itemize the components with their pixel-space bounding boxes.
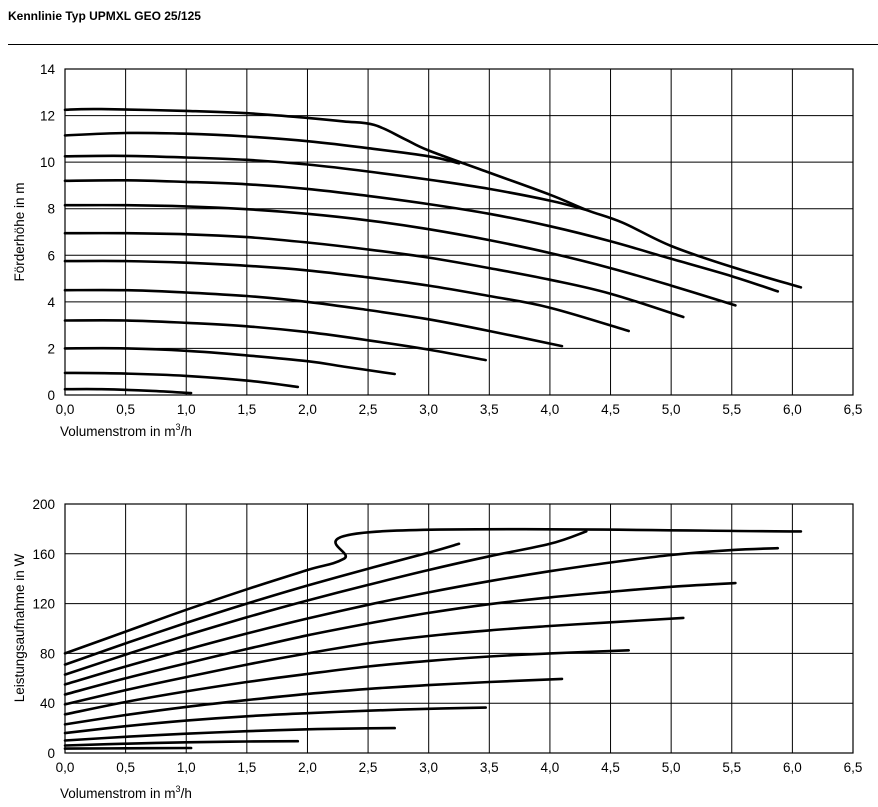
power-y-axis-label: Leistungsaufnahme in W xyxy=(12,553,27,702)
head-curve-10 xyxy=(63,154,588,212)
power-plot-frame xyxy=(64,503,854,754)
power-x-tick-label: 2,0 xyxy=(298,760,317,775)
head-x-tick-label: 3,5 xyxy=(480,402,499,417)
head-y-tick-label: 4 xyxy=(47,295,55,310)
head-x-tick-label: 6,5 xyxy=(844,402,863,417)
head-curve-2 xyxy=(63,371,300,389)
power-y-tick-label: 40 xyxy=(40,696,55,711)
head-curve-11 xyxy=(63,131,461,165)
head-curve-7 xyxy=(63,231,685,319)
page-title: Kennlinie Typ UPMXL GEO 25/125 xyxy=(8,9,201,23)
title-divider xyxy=(8,44,878,45)
power-curve-3 xyxy=(63,726,396,742)
head-curve-8 xyxy=(63,203,737,307)
power-curve-10 xyxy=(63,530,588,676)
head-curve-1 xyxy=(63,387,193,395)
head-y-tick-label: 8 xyxy=(47,202,55,217)
head-curve-9 xyxy=(63,178,780,293)
head-y-tick-label: 6 xyxy=(47,248,55,263)
power-x-axis-label: Volumenstrom in m3/h xyxy=(60,784,192,801)
head-y-axis-label: Förderhöhe in m xyxy=(12,182,27,281)
power-curve-11 xyxy=(63,542,461,666)
power-curve-8 xyxy=(63,581,737,696)
power-curve-5 xyxy=(63,677,564,726)
head-x-tick-label: 3,0 xyxy=(419,402,438,417)
head-curve-3 xyxy=(63,346,396,376)
power-x-tick-label: 6,5 xyxy=(844,760,863,775)
power-y-tick-label: 80 xyxy=(40,646,55,661)
power-x-tick-label: 5,5 xyxy=(722,760,741,775)
power-x-tick-label: 4,0 xyxy=(541,760,560,775)
head-curve-4 xyxy=(63,319,487,362)
head-curve-5 xyxy=(63,288,564,348)
head-x-axis-label: Volumenstrom in m3/h xyxy=(60,422,192,439)
power-x-tick-label: 0,0 xyxy=(56,760,75,775)
power-x-tick-label: 5,0 xyxy=(662,760,681,775)
power-y-tick-label: 200 xyxy=(32,497,55,512)
head-x-tick-label: 4,0 xyxy=(541,402,560,417)
head-chart: 0,0 0,5 1,0 1,5 2,0 2,5 3,0 3,5 4,0 4,5 5,0 5,5 6,0 6… xyxy=(12,62,862,439)
head-x-tick-label: 5,5 xyxy=(722,402,741,417)
power-curve-9 xyxy=(63,546,780,686)
head-x-tick-label: 1,0 xyxy=(177,402,196,417)
head-x-tick-label: 2,0 xyxy=(298,402,317,417)
power-curve-2 xyxy=(63,739,300,747)
head-curve-12 xyxy=(63,107,803,289)
head-x-tick-label: 1,5 xyxy=(237,402,256,417)
power-x-tick-label: 0,5 xyxy=(116,760,135,775)
power-x-tick-label: 1,5 xyxy=(237,760,256,775)
power-x-tick-label: 3,5 xyxy=(480,760,499,775)
head-curve-6 xyxy=(63,259,630,333)
power-curve-4 xyxy=(63,706,487,735)
power-curve-7 xyxy=(63,616,685,706)
head-x-tick-label: 6,0 xyxy=(783,402,802,417)
power-y-tick-label: 160 xyxy=(32,547,55,562)
head-x-tick-label: 4,5 xyxy=(601,402,620,417)
power-curve-1 xyxy=(63,746,193,750)
power-x-tick-label: 4,5 xyxy=(601,760,620,775)
head-y-tick-label: 0 xyxy=(47,388,55,403)
power-x-tick-label: 2,5 xyxy=(359,760,378,775)
head-y-tick-label: 2 xyxy=(47,341,55,356)
power-chart: 0,0 0,5 1,0 1,5 2,0 2,5 3,0 3,5 4,0 4,5 5,0 5,5 6,0 6… xyxy=(12,497,862,801)
head-x-tick-label: 0,0 xyxy=(56,402,75,417)
power-curve-6 xyxy=(63,649,630,716)
head-plot-frame xyxy=(64,68,854,396)
power-y-tick-label: 0 xyxy=(47,746,55,761)
head-x-tick-label: 5,0 xyxy=(662,402,681,417)
head-y-tick-label: 12 xyxy=(40,109,55,124)
power-x-tick-label: 3,0 xyxy=(419,760,438,775)
power-y-tick-label: 120 xyxy=(32,597,55,612)
head-x-tick-label: 0,5 xyxy=(116,402,135,417)
head-y-tick-label: 14 xyxy=(40,62,56,77)
head-y-tick-label: 10 xyxy=(40,155,55,170)
power-curve-12 xyxy=(63,527,803,655)
power-x-tick-label: 6,0 xyxy=(783,760,802,775)
power-x-tick-label: 1,0 xyxy=(177,760,196,775)
head-x-tick-label: 2,5 xyxy=(359,402,378,417)
